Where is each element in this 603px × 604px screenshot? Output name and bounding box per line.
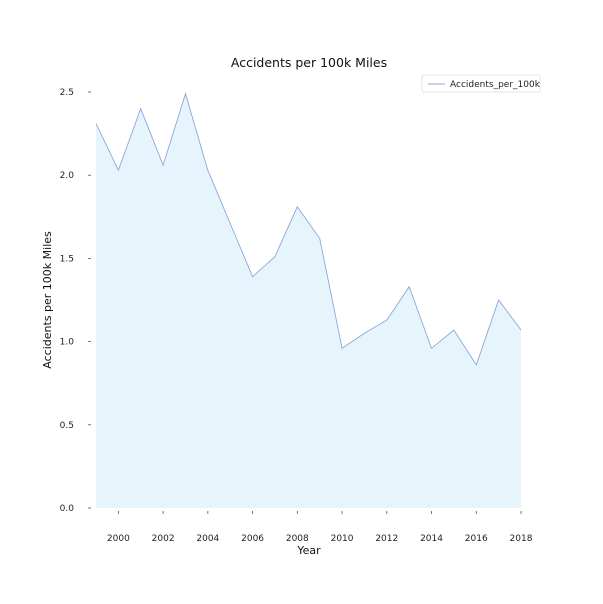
x-tick-label: 2010 xyxy=(331,534,354,544)
plot-area xyxy=(95,92,522,508)
x-axis-title: Year xyxy=(296,544,321,557)
x-tick-label: 2000 xyxy=(107,534,130,544)
legend-box xyxy=(421,74,541,93)
y-tick-label: 0.5 xyxy=(60,421,74,431)
x-tick-label: 2016 xyxy=(465,534,488,544)
x-tick-label: 2004 xyxy=(196,534,219,544)
x-tick-label: 2002 xyxy=(152,534,175,544)
legend-label: Accidents_per_100k xyxy=(450,80,541,90)
y-axis-title: Accidents per 100k Miles xyxy=(41,231,54,369)
chart-title: Accidents per 100k Miles xyxy=(231,55,387,70)
x-tick-label: 2018 xyxy=(510,534,533,544)
legend: Accidents_per_100k xyxy=(421,74,541,93)
y-tick-label: 1.0 xyxy=(60,338,75,348)
y-tick-label: 0.0 xyxy=(60,504,75,514)
x-tick-label: 2012 xyxy=(375,534,398,544)
x-tick-label: 2014 xyxy=(420,534,443,544)
x-tick-label: 2008 xyxy=(286,534,309,544)
x-tick-label: 2006 xyxy=(241,534,264,544)
y-tick-label: 2.0 xyxy=(60,171,75,181)
series-area xyxy=(96,93,521,508)
y-tick-label: 2.5 xyxy=(60,88,74,98)
y-axis: 0.0 0.5 1.0 1.5 2.0 2.5 xyxy=(60,88,91,514)
x-axis: 2000 2002 2004 2006 2008 2010 2012 2014 2016 2018 xyxy=(107,511,533,544)
series-line xyxy=(95,92,522,366)
y-tick-label: 1.5 xyxy=(60,254,74,264)
